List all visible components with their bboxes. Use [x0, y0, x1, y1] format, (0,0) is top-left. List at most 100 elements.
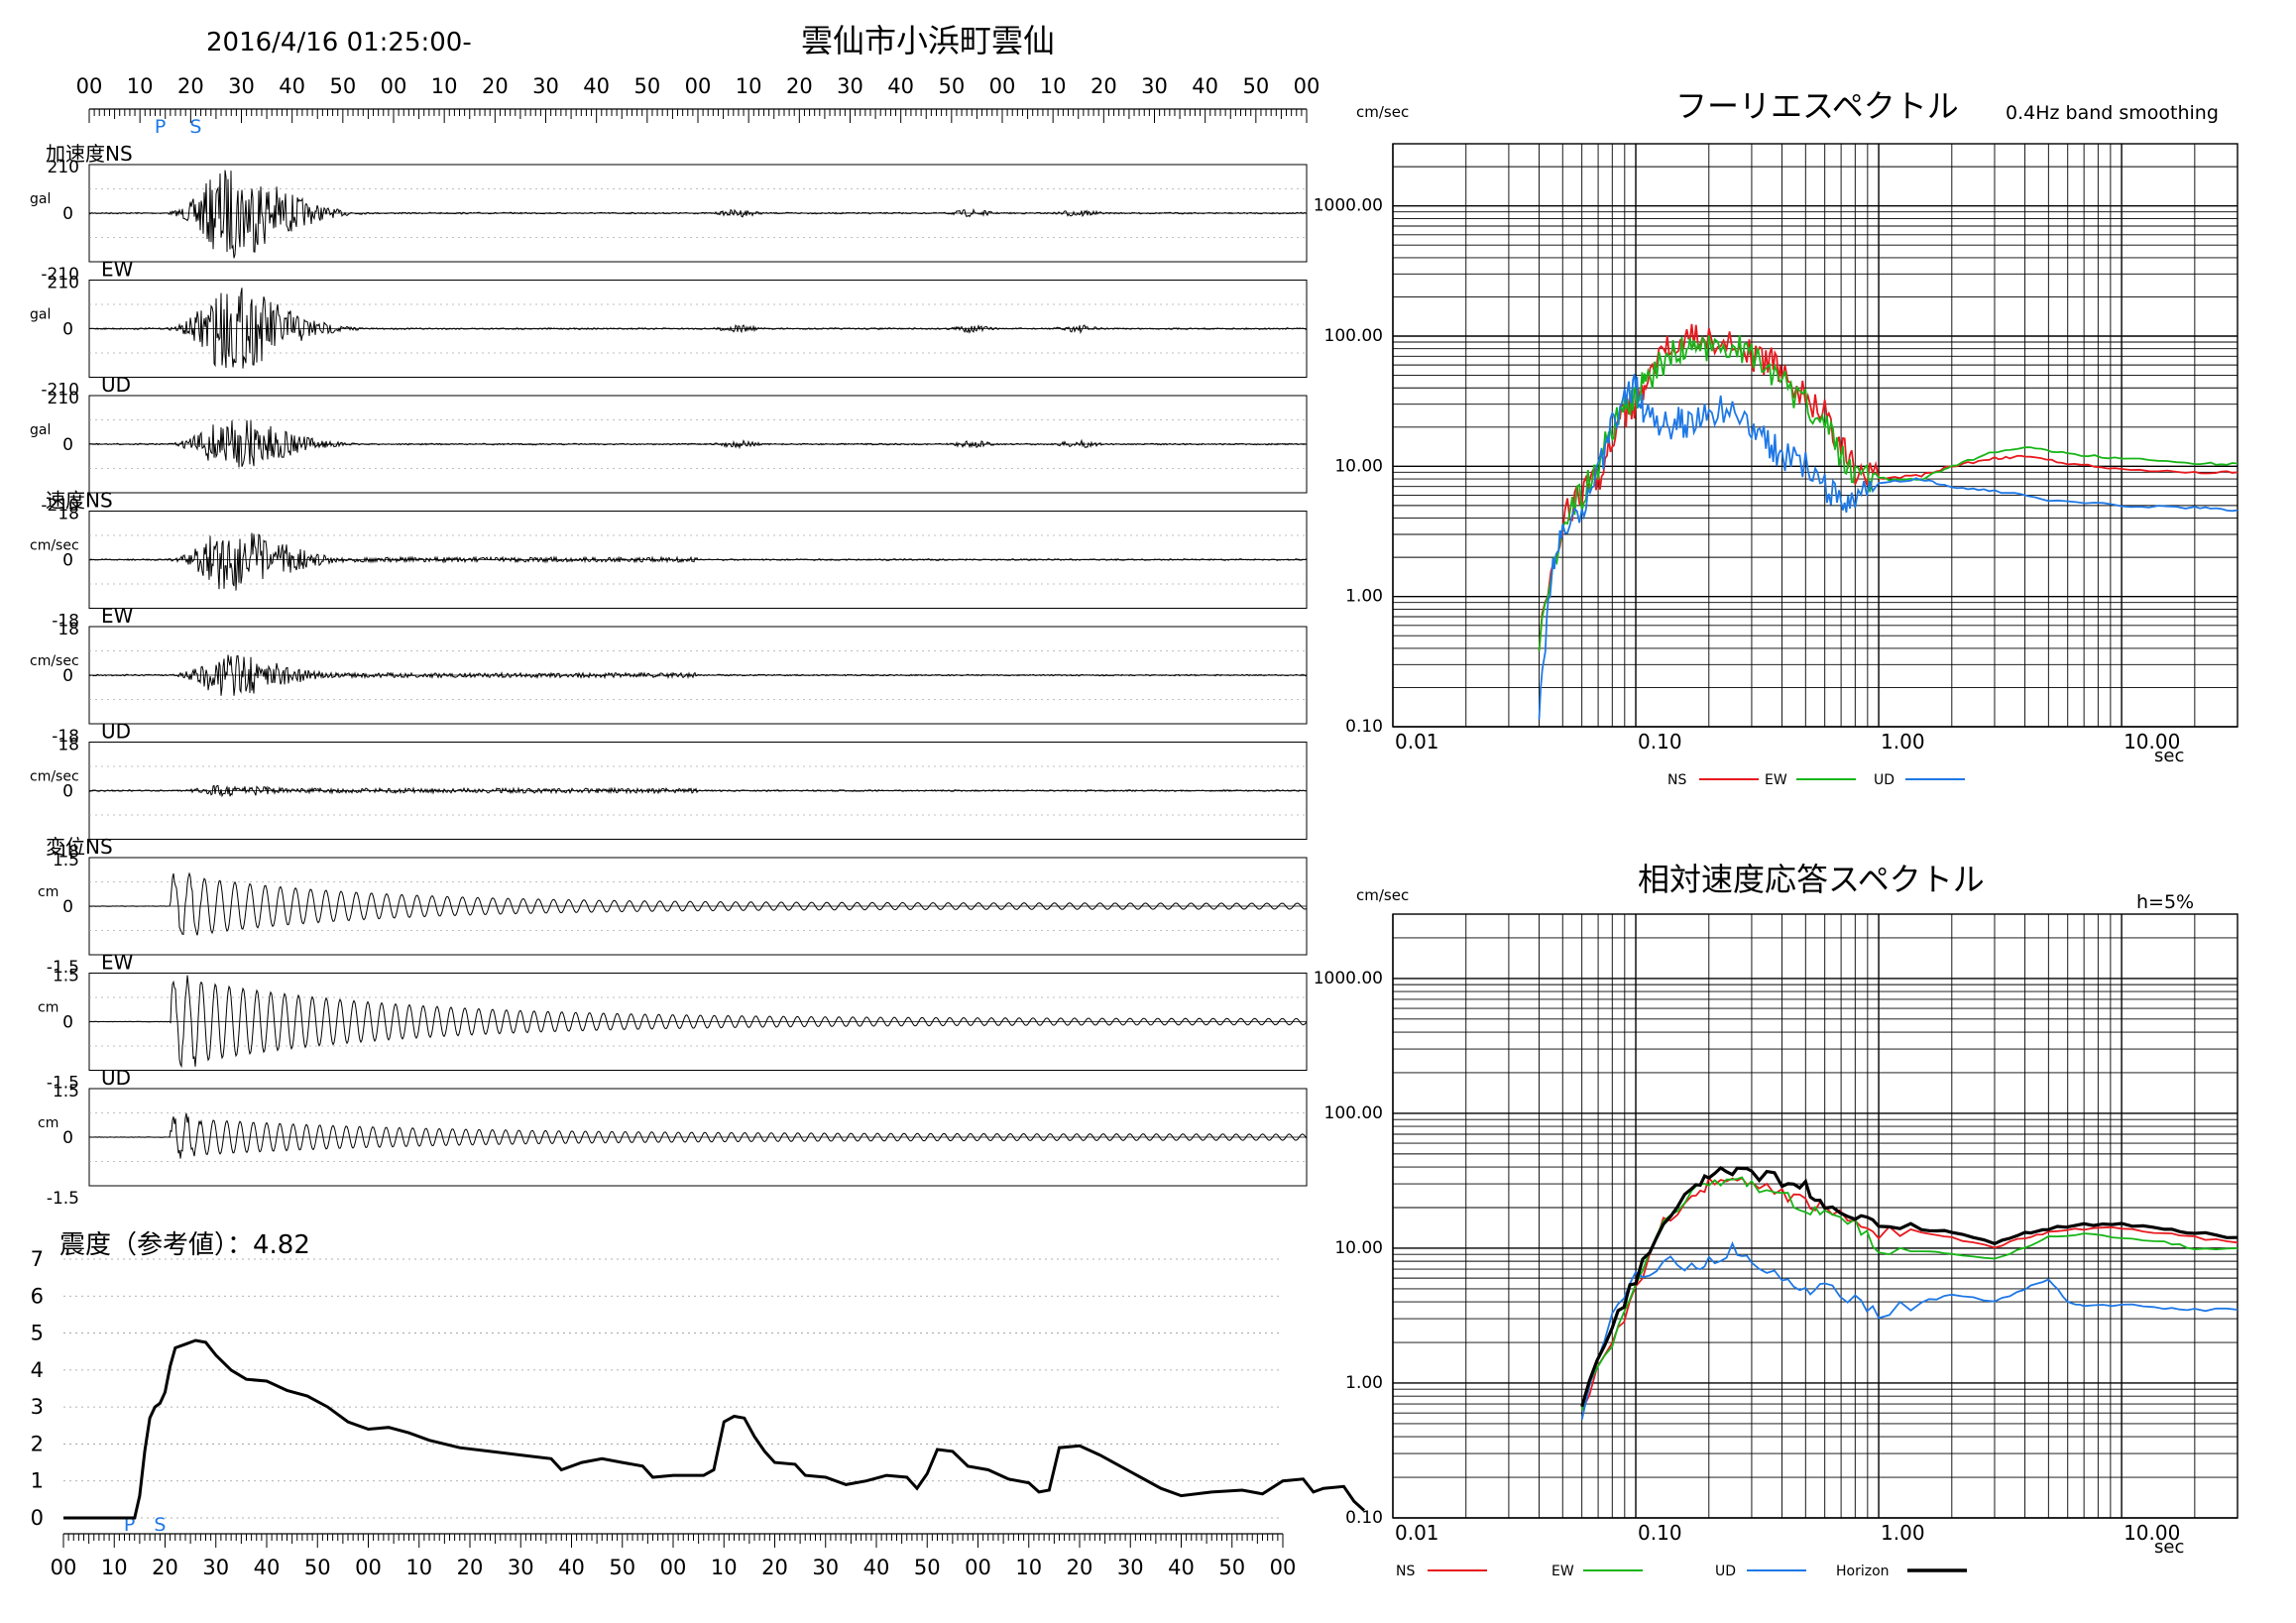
s-wave-marker: S — [189, 116, 201, 138]
panel-min: -1.5 — [47, 1074, 79, 1094]
panel-unit: cm/sec — [30, 769, 79, 785]
top-time-axis: 00 10 20 30 40 50 00 10 20 30 40 50 00 10 20 30 40 50 00 10… — [76, 74, 1320, 138]
intensity-time-label: 00 — [355, 1556, 382, 1579]
panel-title: EW — [101, 604, 134, 628]
x-tick-label: 10.00 — [2124, 1521, 2180, 1545]
y-tick-label: 0.10 — [1345, 717, 1383, 737]
legend-label: NS — [1396, 1564, 1415, 1579]
panel-title: 変位NS — [46, 835, 113, 859]
intensity-time-label: 50 — [304, 1556, 331, 1579]
station-name: 雲仙市小浜町雲仙 — [801, 22, 1055, 59]
panel-max: 1.5 — [53, 851, 79, 870]
panel-zero: 0 — [62, 320, 73, 340]
panel-min: -1.5 — [47, 1189, 79, 1209]
panel-zero: 0 — [62, 666, 73, 686]
axis-tick-label: 20 — [786, 74, 813, 98]
panel-zero: 0 — [62, 551, 73, 571]
intensity-time-label: 20 — [457, 1556, 484, 1579]
intensity-time-label: 40 — [558, 1556, 585, 1579]
fourier-spectrum-chart: フーリエスペクトル 0.4Hz band smoothing cm/sec se… — [1314, 87, 2239, 788]
waveform-trace — [88, 419, 1308, 468]
fourier-note: 0.4Hz band smoothing — [2006, 102, 2219, 124]
axis-tick-label: 00 — [989, 74, 1016, 98]
y-tick-label: 1000.00 — [1314, 196, 1383, 216]
panel-max: 210 — [48, 389, 79, 408]
legend-label: UD — [1715, 1564, 1736, 1579]
panel-title: UD — [101, 373, 131, 397]
panel-unit: cm/sec — [30, 538, 79, 554]
intensity-time-label: 20 — [1067, 1556, 1093, 1579]
panel-max: 18 — [57, 505, 79, 524]
p-wave-marker: P — [155, 116, 166, 138]
fourier-x-unit: sec — [2154, 746, 2184, 766]
panel-zero: 0 — [62, 204, 73, 224]
series-line-ew — [1580, 1176, 2239, 1412]
panel-min: -18 — [52, 843, 79, 863]
axis-tick-label: 00 — [1294, 74, 1320, 98]
intensity-tick-label: 7 — [31, 1247, 44, 1271]
panel-unit: gal — [30, 307, 51, 323]
axis-tick-label: 40 — [1192, 74, 1218, 98]
intensity-time-label: 10 — [711, 1556, 738, 1579]
x-tick-label: 0.10 — [1638, 730, 1682, 754]
panel-min: -1.5 — [47, 958, 79, 978]
axis-tick-label: 20 — [482, 74, 509, 98]
y-tick-label: 100.00 — [1324, 1103, 1383, 1123]
y-tick-label: 1.00 — [1345, 1373, 1383, 1393]
waveform-trace — [88, 975, 1308, 1069]
axis-tick-label: 10 — [431, 74, 458, 98]
axis-tick-label: 50 — [938, 74, 965, 98]
axis-tick-label: 50 — [1242, 74, 1269, 98]
intensity-time-label: 00 — [965, 1556, 991, 1579]
series-line-ud — [1538, 374, 2239, 720]
panel-unit: gal — [30, 191, 51, 207]
s-wave-marker: S — [154, 1514, 166, 1536]
response-title: 相対速度応答スペクトル — [1638, 861, 1985, 898]
panel-title: EW — [101, 258, 134, 282]
panel-min: -210 — [41, 265, 79, 285]
panel-unit: cm/sec — [30, 653, 79, 669]
waveform-trace — [88, 532, 1308, 591]
legend-label: UD — [1874, 772, 1894, 788]
intensity-time-label: 30 — [508, 1556, 534, 1579]
series-line-horizon — [1580, 1165, 2239, 1408]
intensity-time-label: 50 — [914, 1556, 941, 1579]
intensity-tick-label: 1 — [31, 1469, 44, 1493]
panel-unit: cm — [38, 1115, 58, 1131]
panel-unit: gal — [30, 422, 51, 438]
series-line-ns — [1580, 1176, 2239, 1412]
waveform-panels: 加速度NS2100-210galEW2100-210galUD2100-210g… — [30, 142, 1308, 1209]
intensity-series-line — [63, 1338, 1366, 1520]
panel-title: UD — [101, 1066, 131, 1090]
intensity-tick-label: 4 — [31, 1358, 44, 1382]
intensity-time-label: 10 — [405, 1556, 432, 1579]
axis-tick-label: 10 — [1040, 74, 1067, 98]
axis-tick-label: 50 — [329, 74, 356, 98]
panel-min: -18 — [52, 612, 79, 632]
panel-max: 1.5 — [53, 1082, 79, 1101]
p-wave-marker: P — [124, 1514, 135, 1536]
y-tick-label: 1.00 — [1345, 587, 1383, 607]
fourier-title: フーリエスペクトル — [1675, 87, 1959, 125]
intensity-time-label: 00 — [660, 1556, 687, 1579]
axis-tick-label: 30 — [837, 74, 863, 98]
axis-tick-label: 10 — [736, 74, 762, 98]
x-tick-label: 0.01 — [1395, 730, 1439, 754]
panel-title: 速度NS — [46, 489, 113, 513]
panel-max: 210 — [48, 158, 79, 177]
response-unit: cm/sec — [1356, 886, 1409, 904]
intensity-time-label: 10 — [101, 1556, 128, 1579]
waveform-panel: UD 210 0 -210 gal — [30, 373, 1308, 516]
waveform-panel: UD 18 0 -18 cm/sec — [30, 720, 1308, 863]
panel-max: 18 — [57, 620, 79, 639]
panel-zero: 0 — [62, 897, 73, 917]
waveform-panel: EW 210 0 -210 gal — [30, 258, 1308, 401]
legend-label: NS — [1667, 772, 1686, 788]
panel-min: -210 — [41, 496, 79, 516]
intensity-time-label: 20 — [761, 1556, 788, 1579]
intensity-time-label: 40 — [254, 1556, 281, 1579]
axis-tick-label: 10 — [127, 74, 154, 98]
panel-zero: 0 — [62, 1128, 73, 1148]
